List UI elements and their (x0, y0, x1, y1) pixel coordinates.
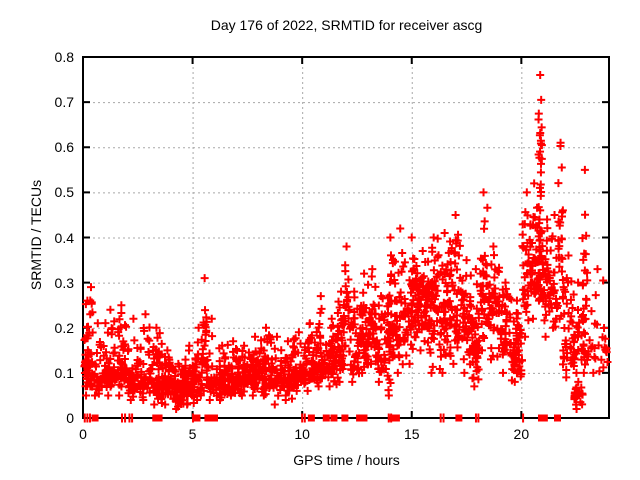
y-tick-label: 0.3 (54, 274, 74, 291)
y-tick-label: 0.1 (54, 364, 74, 381)
y-tick-label: 0.6 (54, 139, 74, 156)
y-tick-label: 0.8 (54, 49, 74, 65)
x-tick-label: 5 (188, 426, 197, 442)
y-tick-label: 0.5 (54, 184, 74, 201)
y-tick-label: 0.2 (54, 319, 74, 336)
x-tick-label: 0 (79, 426, 87, 442)
x-tick-label: 10 (294, 426, 310, 442)
x-axis-label: GPS time / hours (293, 452, 400, 468)
y-tick-label: 0.4 (54, 229, 74, 246)
y-tick-label: 0 (66, 410, 74, 426)
x-tick-label: 15 (403, 426, 420, 442)
x-tick-label: 20 (513, 426, 530, 442)
chart-title: Day 176 of 2022, SRMTID for receiver asc… (210, 17, 483, 33)
y-tick-label: 0.7 (54, 94, 74, 111)
